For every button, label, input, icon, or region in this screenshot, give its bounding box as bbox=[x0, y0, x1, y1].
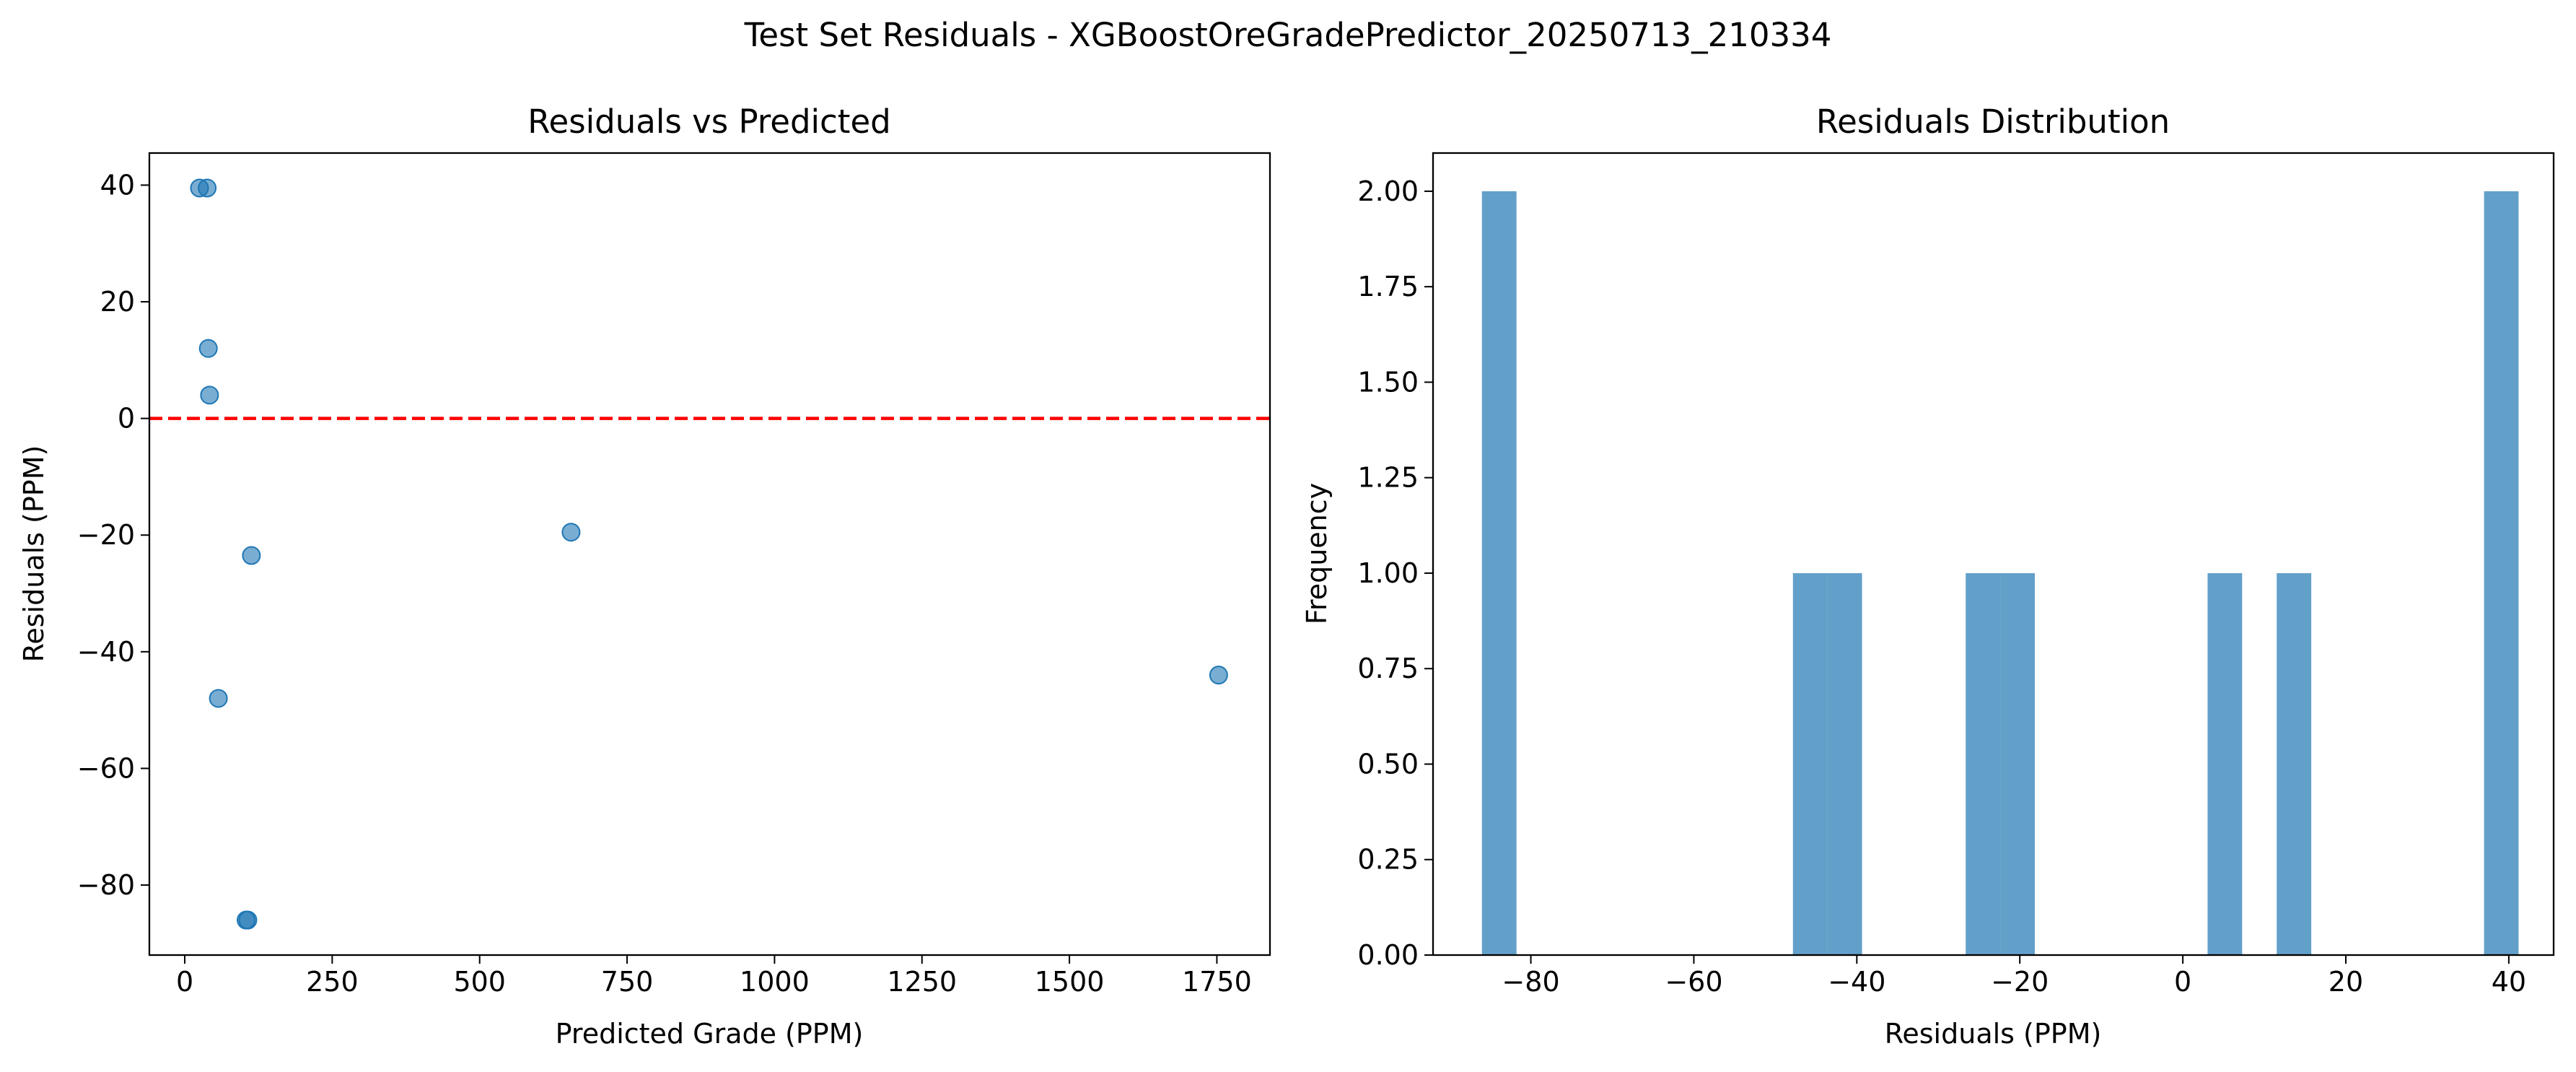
x-tick-label: 1000 bbox=[740, 966, 810, 998]
y-tick-label: 0.25 bbox=[1357, 844, 1419, 876]
scatter-y-axis-label: Residuals (PPM) bbox=[18, 445, 50, 663]
y-tick-label: 0.75 bbox=[1357, 653, 1419, 684]
y-tick-label: −40 bbox=[77, 636, 135, 668]
x-tick-label: 750 bbox=[601, 966, 654, 998]
histogram-bar bbox=[2000, 572, 2035, 955]
x-tick-label: 1250 bbox=[887, 966, 957, 998]
y-tick-label: −60 bbox=[77, 752, 135, 784]
scatter-y-ticks: −80 −60 −40 −20 0 20 40 bbox=[77, 169, 149, 901]
scatter-point bbox=[198, 178, 217, 198]
scatter-point bbox=[238, 910, 258, 930]
x-tick-label: −40 bbox=[1828, 966, 1885, 998]
y-tick-label: 40 bbox=[100, 169, 135, 201]
scatter-title: Residuals vs Predicted bbox=[527, 103, 890, 141]
y-tick-label: 0.50 bbox=[1357, 748, 1419, 780]
figure-suptitle: Test Set Residuals - XGBoostOreGradePred… bbox=[744, 16, 1832, 54]
histogram-title: Residuals Distribution bbox=[1816, 103, 2170, 141]
y-tick-label: −20 bbox=[77, 519, 135, 551]
x-tick-label: −80 bbox=[1502, 966, 1559, 998]
scatter-axes-frame bbox=[148, 152, 1271, 956]
y-tick-label: −80 bbox=[77, 869, 135, 901]
scatter-x-axis-label: Predicted Grade (PPM) bbox=[556, 1018, 864, 1050]
histogram-axes-frame bbox=[1432, 152, 2555, 956]
histogram-x-axis-label: Residuals (PPM) bbox=[1885, 1018, 2102, 1050]
x-tick-label: 20 bbox=[2329, 966, 2363, 998]
scatter-point bbox=[209, 689, 228, 708]
x-tick-label: −60 bbox=[1665, 966, 1722, 998]
histogram-bar bbox=[2277, 572, 2312, 955]
scatter-point bbox=[198, 339, 218, 358]
scatter-point bbox=[200, 385, 219, 405]
histogram-bar bbox=[1966, 572, 2001, 955]
y-tick-label: 2.00 bbox=[1357, 175, 1419, 207]
y-tick-label: 1.75 bbox=[1357, 271, 1419, 302]
x-tick-label: 500 bbox=[453, 966, 506, 998]
histogram-x-ticks: −80 −60 −40 −20 0 20 40 bbox=[1502, 955, 2526, 998]
scatter-x-ticks: 0 250 500 750 1000 1250 1500 1750 bbox=[176, 955, 1252, 998]
x-tick-label: 250 bbox=[306, 966, 359, 998]
histogram-subplot: Residuals Distribution −80 −60 −40 −20 0 20 40… bbox=[1301, 103, 2555, 1050]
x-tick-label: 0 bbox=[176, 966, 193, 998]
x-tick-label: 1500 bbox=[1035, 966, 1105, 998]
histogram-bar bbox=[1481, 191, 1517, 955]
x-tick-label: −20 bbox=[1991, 966, 2049, 998]
histogram-bar bbox=[2207, 572, 2243, 955]
scatter-plot-area bbox=[149, 178, 1270, 930]
scatter-point bbox=[561, 523, 581, 542]
scatter-subplot: Residuals vs Predicted 0 250 500 750 1000 125… bbox=[18, 103, 1271, 1050]
scatter-point bbox=[242, 546, 261, 565]
y-tick-label: 1.25 bbox=[1357, 462, 1419, 494]
histogram-bar bbox=[1792, 572, 1828, 955]
histogram-plot-area bbox=[1481, 191, 2519, 955]
y-tick-label: 1.00 bbox=[1357, 557, 1419, 589]
y-tick-label: 20 bbox=[100, 286, 135, 318]
scatter-point bbox=[1209, 666, 1228, 685]
y-tick-label: 0 bbox=[118, 403, 135, 435]
histogram-bar bbox=[2484, 191, 2519, 955]
y-tick-label: 1.50 bbox=[1357, 366, 1419, 398]
histogram-bar bbox=[1827, 572, 1862, 955]
x-tick-label: 0 bbox=[2174, 966, 2191, 998]
y-tick-label: 0.00 bbox=[1357, 939, 1419, 971]
histogram-y-ticks: 0.00 0.25 0.50 0.75 1.00 1.25 1.50 1.75 2.00 bbox=[1357, 175, 1433, 971]
histogram-y-axis-label: Frequency bbox=[1301, 483, 1333, 624]
x-tick-label: 40 bbox=[2492, 966, 2526, 998]
x-tick-label: 1750 bbox=[1182, 966, 1252, 998]
